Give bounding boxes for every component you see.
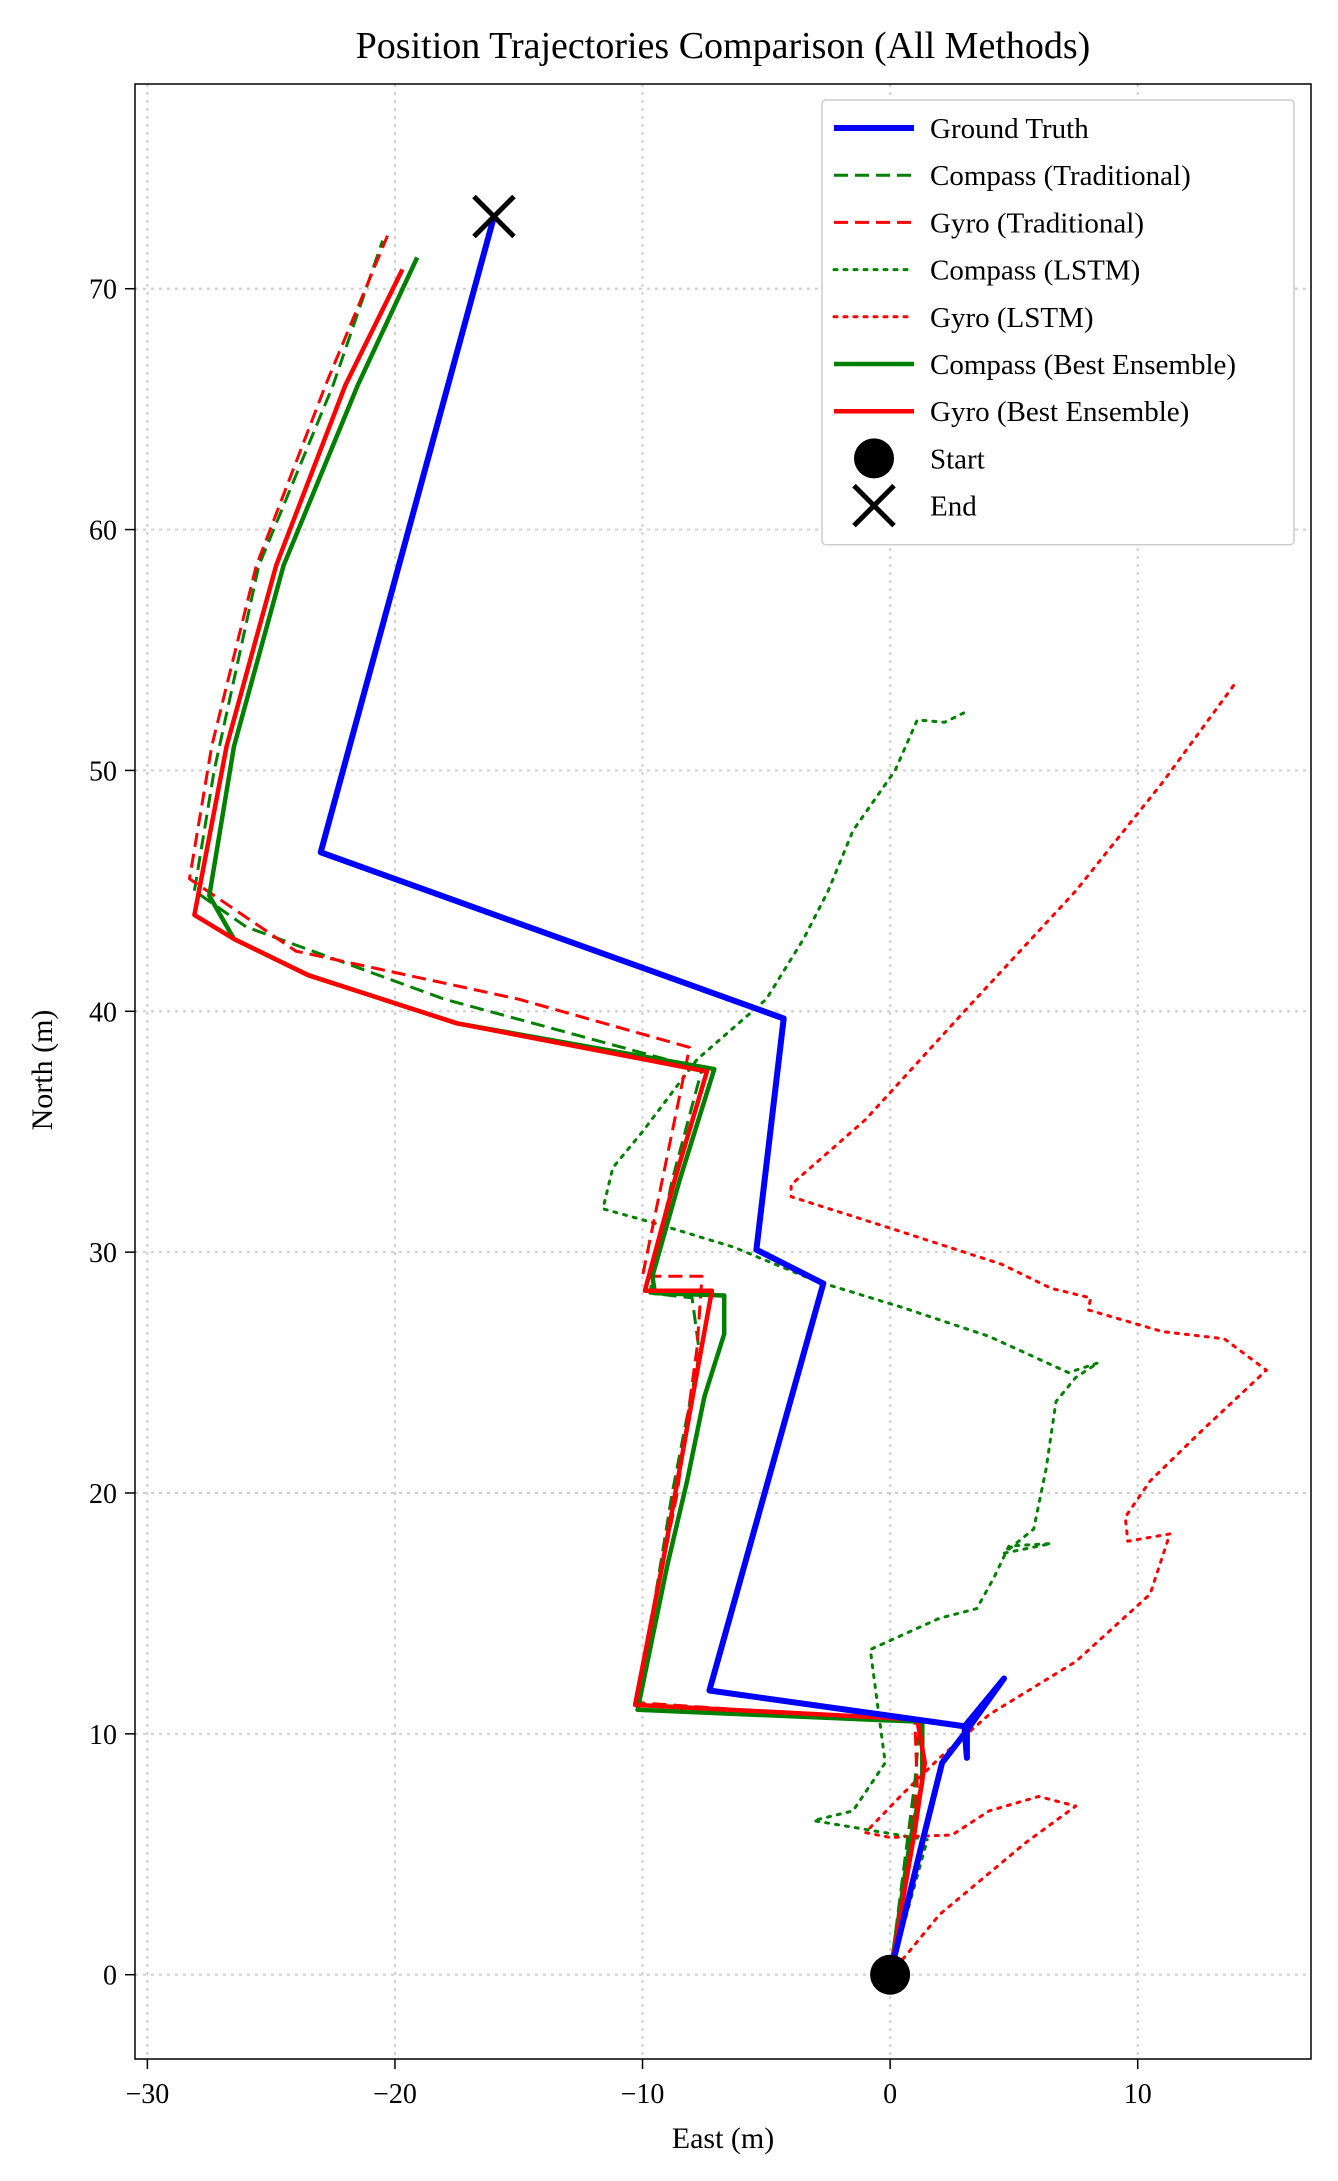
legend-item: Compass (LSTM) [832, 255, 1140, 287]
axes: −30 −20 −10 0 10 0 10 20 30 40 50 60 70 [89, 275, 1152, 2110]
legend-label: Compass (Best Ensemble) [930, 349, 1236, 381]
legend: Ground Truth Compass (Traditional) Gyro (T… [821, 99, 1295, 546]
y-tick-label: 30 [89, 1238, 117, 1269]
legend-label: Compass (LSTM) [930, 255, 1140, 287]
legend-label: Gyro (LSTM) [930, 302, 1094, 334]
chart-title: Position Trajectories Comparison (All Me… [356, 25, 1091, 67]
end-marker [472, 194, 516, 239]
legend-swatch [852, 483, 896, 528]
legend-swatch [854, 438, 894, 479]
series-compass-lstm [601, 708, 1100, 1977]
y-tick-label: 0 [103, 1961, 117, 1992]
plot-frame [134, 83, 1312, 2060]
legend-item: Compass (Best Ensemble) [834, 349, 1236, 381]
legend-box [821, 99, 1295, 546]
x-tick-label: 0 [883, 2079, 897, 2110]
series-layer [188, 215, 1268, 1977]
series-compass-best-ensemble [207, 256, 925, 1976]
y-tick-label: 40 [89, 997, 117, 1028]
y-tick-label: 10 [89, 1720, 117, 1751]
marker-layer [472, 194, 911, 1995]
x-tick-label: 10 [1124, 2079, 1152, 2110]
legend-label: Ground Truth [930, 113, 1089, 145]
y-tick-label: 50 [89, 756, 117, 787]
series-gyro-lstm [789, 679, 1268, 1977]
x-tick-label: −10 [621, 2079, 665, 2110]
x-tick-label: −30 [125, 2079, 169, 2110]
legend-item: Gyro (LSTM) [832, 302, 1094, 334]
y-tick-label: 20 [89, 1479, 117, 1510]
y-axis-label: North (m) [26, 1010, 59, 1131]
legend-label: End [930, 491, 977, 523]
legend-item: Start [854, 438, 985, 479]
series-ground-truth [317, 215, 1007, 1976]
start-marker [870, 1954, 911, 1995]
x-tick-label: −20 [373, 2079, 417, 2110]
legend-label: Start [930, 443, 985, 475]
legend-item: End [852, 483, 977, 528]
legend-item: Gyro (Best Ensemble) [834, 396, 1189, 428]
legend-item: Ground Truth [834, 113, 1089, 145]
y-tick-label: 70 [89, 275, 117, 306]
y-tick-label: 60 [89, 516, 117, 547]
legend-label: Gyro (Traditional) [930, 207, 1144, 239]
x-axis-label: East (m) [672, 2122, 774, 2155]
legend-item: Gyro (Traditional) [834, 207, 1144, 239]
legend-label: Compass (Traditional) [930, 160, 1191, 192]
series-gyro-best-ensemble [192, 268, 928, 1976]
legend-item: Compass (Traditional) [834, 160, 1191, 192]
legend-label: Gyro (Best Ensemble) [930, 396, 1189, 428]
